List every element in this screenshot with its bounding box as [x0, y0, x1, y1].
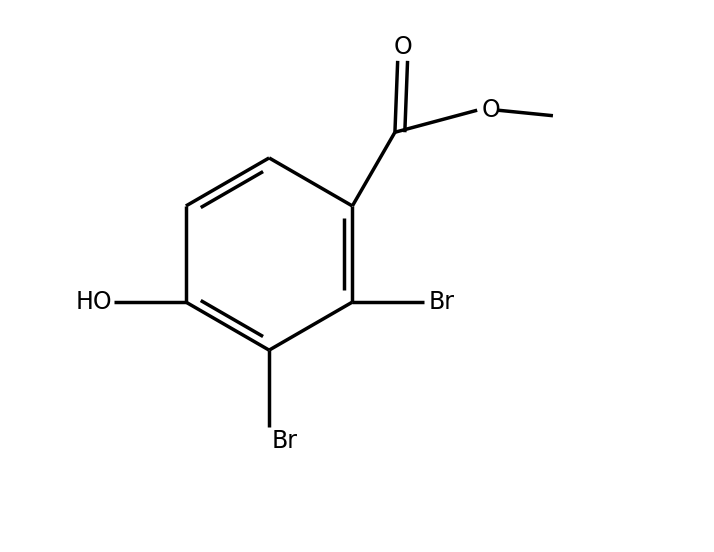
Text: O: O	[481, 98, 501, 122]
Text: Br: Br	[428, 290, 454, 314]
Text: Br: Br	[271, 429, 298, 453]
Text: HO: HO	[75, 290, 112, 314]
Text: O: O	[393, 35, 412, 59]
